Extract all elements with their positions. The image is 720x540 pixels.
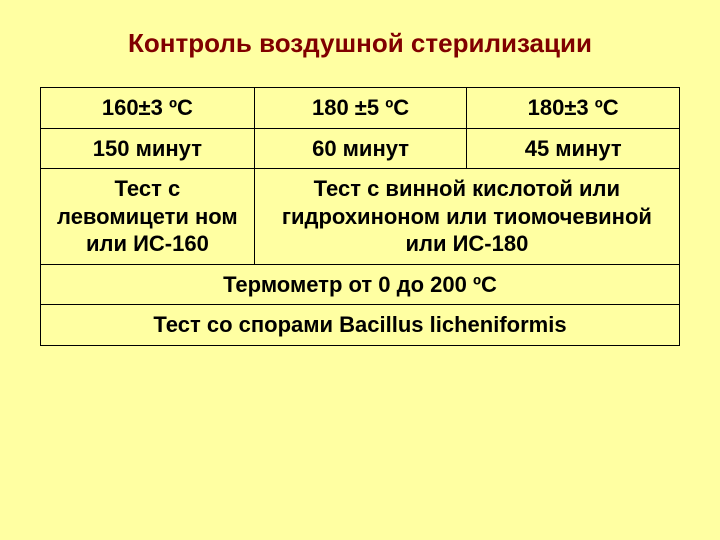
cell-temp-3: 180±3 ºС [467,88,680,129]
cell-time-3: 45 минут [467,128,680,169]
cell-test-left: Тест с левомицети ном или ИС-160 [41,169,255,265]
cell-spores: Тест со спорами Bacillus licheniformis [41,305,680,346]
slide: Контроль воздушной стерилизации 160±3 ºС… [0,0,720,540]
data-table: 160±3 ºС 180 ±5 ºС 180±3 ºС 150 минут 60… [40,87,680,346]
cell-time-2: 60 минут [254,128,467,169]
page-title: Контроль воздушной стерилизации [128,28,592,59]
cell-thermo: Термометр от 0 до 200 ºС [41,264,680,305]
cell-temp-2: 180 ±5 ºС [254,88,467,129]
cell-test-right: Тест с винной кислотой или гидрохиноном … [254,169,679,265]
cell-temp-1: 160±3 ºС [41,88,255,129]
cell-time-1: 150 минут [41,128,255,169]
